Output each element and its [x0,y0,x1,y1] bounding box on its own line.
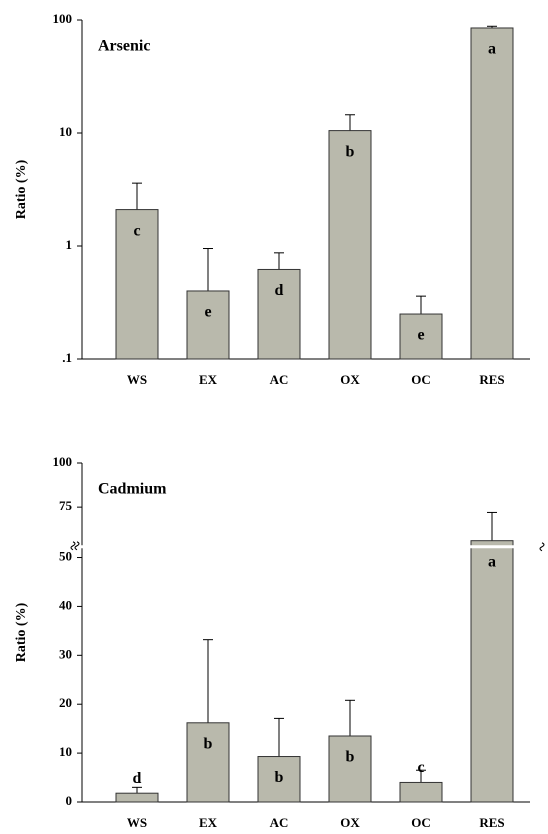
bar [115,209,159,360]
y-tick-label: 50 [59,549,72,564]
x-tick-label: AC [270,372,289,387]
bar [257,756,301,803]
y-tick-label: 10 [59,124,72,139]
x-tick-label: WS [127,372,147,387]
group-letter: a [488,553,496,570]
y-tick-label: .1 [62,350,72,365]
y-tick-label: 100 [53,11,73,26]
y-tick-label: 40 [59,597,72,612]
bar [470,27,514,360]
panel-title: Cadmium [98,481,167,498]
x-tick-label: OC [411,815,431,830]
bar [186,722,230,803]
bar [186,290,230,360]
group-letter: d [133,770,142,787]
group-letter: d [275,282,284,299]
y-axis-label: Ratio (%) [14,602,29,662]
bar [399,313,443,360]
bar [328,130,372,360]
x-tick-label: RES [479,815,504,830]
group-letter: b [346,749,355,766]
panel-title: Arsenic [98,38,150,55]
break-mark [70,541,80,551]
bar [257,268,301,360]
x-tick-label: AC [270,815,289,830]
y-tick-label: 30 [59,646,72,661]
x-tick-label: EX [199,815,218,830]
bar [399,781,443,803]
x-tick-label: OX [340,815,360,830]
x-tick-label: WS [127,815,147,830]
group-letter: e [417,327,424,344]
y-tick-label: 10 [59,744,72,759]
group-letter: e [204,304,211,321]
x-tick-label: EX [199,372,218,387]
group-letter: b [275,769,284,786]
bar [470,540,514,803]
bar [115,792,159,803]
group-letter: a [488,41,496,58]
x-tick-label: OX [340,372,360,387]
group-letter: b [346,143,355,160]
group-letter: c [133,222,140,239]
y-tick-label: 100 [53,454,73,469]
y-tick-label: 20 [59,695,72,710]
y-axis-label: Ratio (%) [14,159,29,219]
y-tick-label: 75 [59,498,73,513]
y-tick-label: 1 [66,237,73,252]
break-mark [539,542,545,552]
group-letter: b [204,735,213,752]
bar [328,735,372,803]
y-tick-label: 0 [66,793,73,808]
x-tick-label: RES [479,372,504,387]
group-letter: c [417,759,424,776]
x-tick-label: OC [411,372,431,387]
